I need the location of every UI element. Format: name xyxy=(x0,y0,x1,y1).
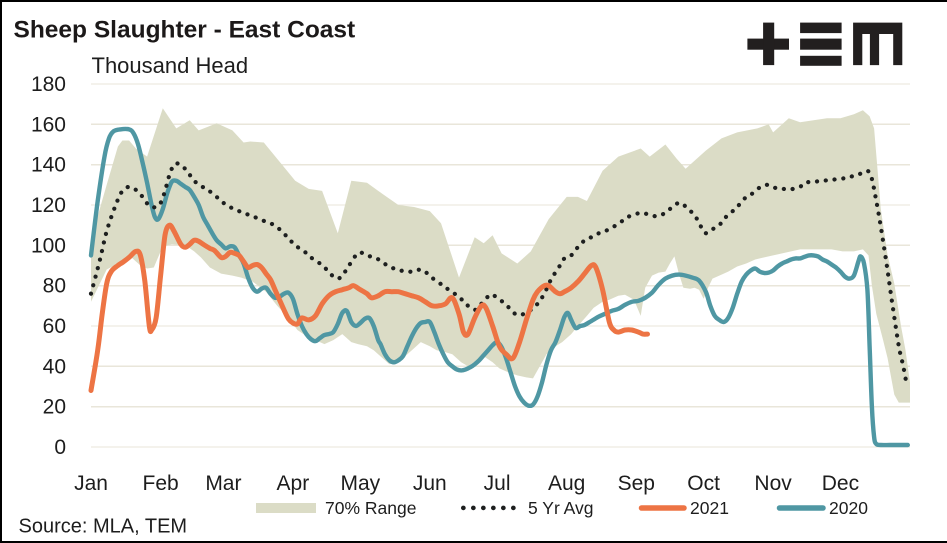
svg-text:120: 120 xyxy=(31,194,66,217)
svg-text:Oct: Oct xyxy=(687,472,720,495)
svg-text:Source: MLA, TEM: Source: MLA, TEM xyxy=(19,516,188,538)
svg-text:Feb: Feb xyxy=(143,472,179,495)
svg-text:Jul: Jul xyxy=(484,472,511,495)
svg-text:Apr: Apr xyxy=(277,472,310,495)
svg-text:Dec: Dec xyxy=(822,472,859,495)
svg-text:Jun: Jun xyxy=(413,472,447,495)
svg-text:80: 80 xyxy=(43,275,66,298)
svg-text:Mar: Mar xyxy=(205,472,241,495)
svg-text:140: 140 xyxy=(31,154,66,177)
svg-text:100: 100 xyxy=(31,234,66,257)
svg-text:Sheep Slaughter - East Coast: Sheep Slaughter - East Coast xyxy=(14,17,356,44)
svg-text:May: May xyxy=(340,472,380,495)
svg-text:70% Range: 70% Range xyxy=(325,498,416,518)
svg-text:Nov: Nov xyxy=(754,472,792,495)
svg-text:Jan: Jan xyxy=(74,472,108,495)
svg-text:2021: 2021 xyxy=(690,498,729,518)
svg-text:40: 40 xyxy=(43,355,66,378)
svg-text:5 Yr Avg: 5 Yr Avg xyxy=(528,498,594,518)
svg-text:2020: 2020 xyxy=(829,498,868,518)
svg-text:Sep: Sep xyxy=(618,472,655,495)
svg-text:60: 60 xyxy=(43,315,66,338)
svg-text:160: 160 xyxy=(31,113,66,136)
svg-text:Thousand Head: Thousand Head xyxy=(92,53,249,78)
svg-text:Aug: Aug xyxy=(548,472,585,495)
svg-text:180: 180 xyxy=(31,73,66,96)
svg-text:0: 0 xyxy=(54,436,66,459)
svg-text:20: 20 xyxy=(43,396,66,419)
